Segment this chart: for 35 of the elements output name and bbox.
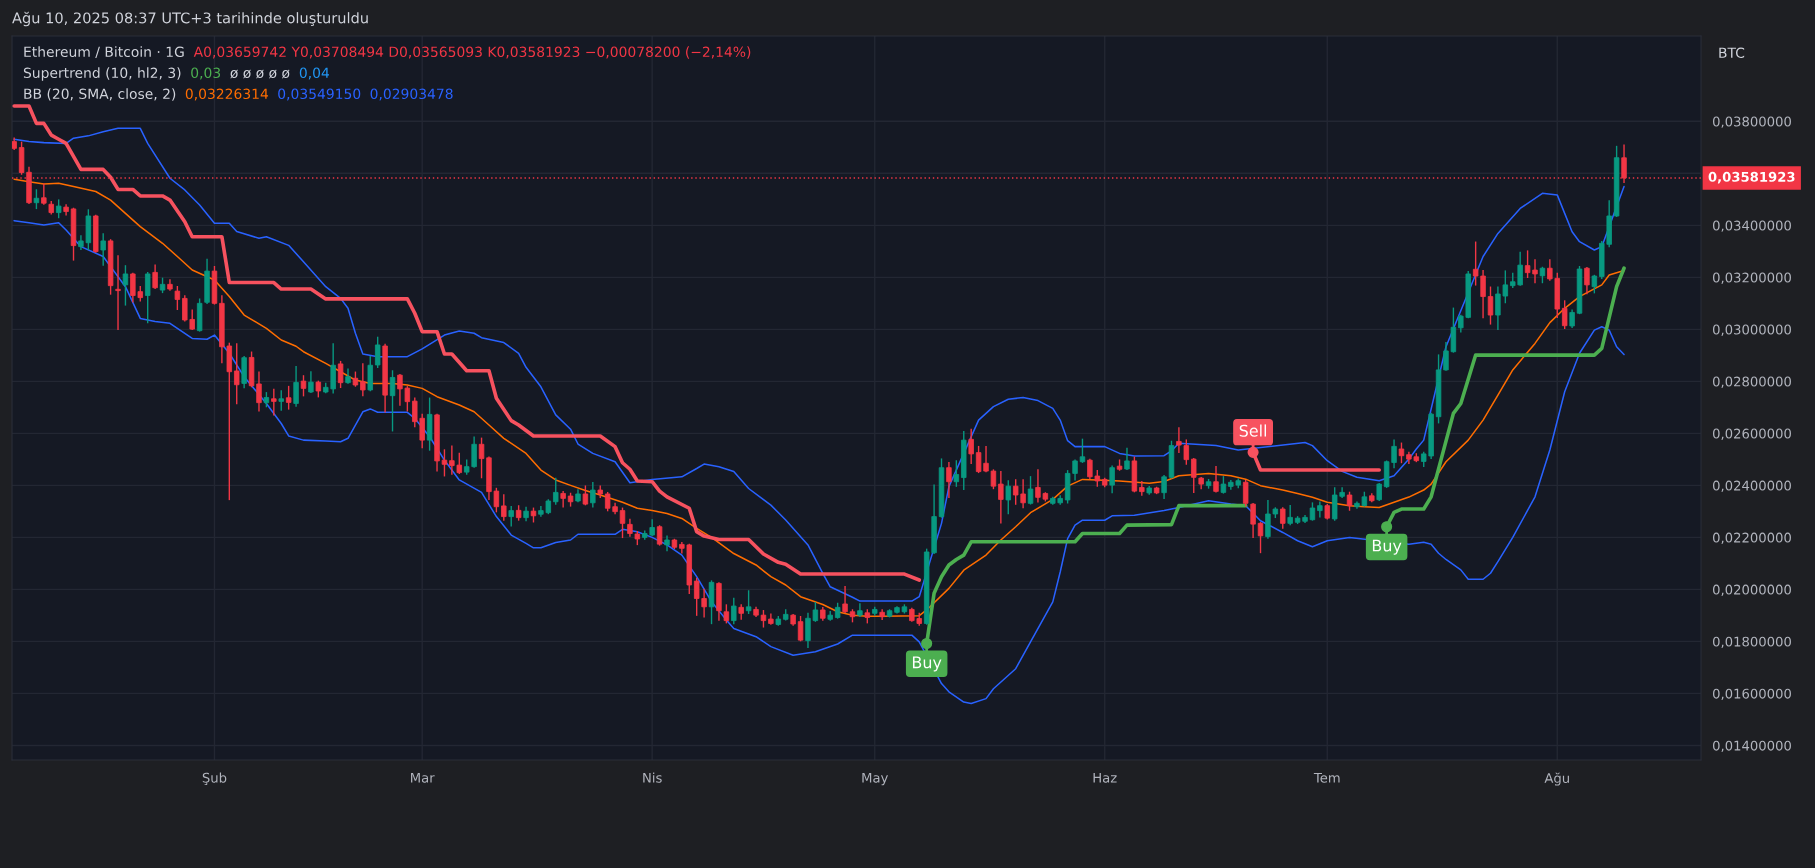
x-tick-label: Nis bbox=[643, 772, 662, 783]
y-tick-label: 0,01400000 bbox=[1712, 740, 1791, 752]
annotation: Supertrend (10, hl2, 3) bbox=[23, 67, 181, 81]
annotation: Buy bbox=[1372, 539, 1402, 555]
annotation: 0,03226314 bbox=[185, 88, 269, 101]
annotation: Ethereum / Bitcoin · 1G bbox=[24, 46, 184, 59]
y-tick-label: 0,03800000 bbox=[1712, 116, 1791, 128]
x-tick-label: Ağu bbox=[1544, 772, 1569, 786]
y-tick-label: 0,03000000 bbox=[1712, 324, 1791, 336]
text: BTC bbox=[1719, 47, 1745, 59]
y-tick-label: 0,02200000 bbox=[1712, 532, 1791, 544]
x-tick-label: Mar bbox=[411, 772, 435, 783]
annotation: 0,02903478 bbox=[370, 88, 453, 101]
annotation: BB (20, SMA, close, 2) bbox=[24, 88, 176, 101]
annotation: 0,04 bbox=[299, 67, 330, 80]
annotation: 0,03 bbox=[191, 67, 221, 80]
y-tick-label: 0,02800000 bbox=[1712, 376, 1791, 388]
annotation: Buy bbox=[912, 656, 942, 672]
annotation: 0,03549150 bbox=[278, 88, 361, 101]
x-tick-label: Tem bbox=[1313, 772, 1340, 783]
annotation: ø ø ø ø ø bbox=[230, 69, 290, 79]
y-tick-label: 0,01800000 bbox=[1712, 636, 1791, 648]
annotation: Sell bbox=[1239, 424, 1267, 437]
text: Ağu 10, 2025 08:37 UTC+3 tarihinde oluşturuldu bbox=[12, 11, 368, 27]
annotation: A0,03659742 Y0,03708494 D0,03565093 K0,03581923 −0,00078200 (−2,14%) bbox=[193, 46, 751, 59]
y-tick-label: 0,03200000 bbox=[1712, 272, 1791, 284]
x-tick-label: Haz bbox=[1093, 772, 1117, 783]
y-tick-label: 0,03400000 bbox=[1712, 220, 1791, 232]
ref-line-label: 0,03581923 bbox=[1708, 171, 1795, 184]
y-tick-label: 0,02600000 bbox=[1712, 428, 1791, 440]
y-tick-label: 0,02400000 bbox=[1712, 480, 1791, 492]
x-tick-label: Şub bbox=[202, 772, 227, 786]
x-tick-label: May bbox=[862, 772, 888, 786]
y-tick-label: 0,02000000 bbox=[1712, 584, 1791, 596]
y-tick-label: 0,01600000 bbox=[1712, 688, 1791, 700]
